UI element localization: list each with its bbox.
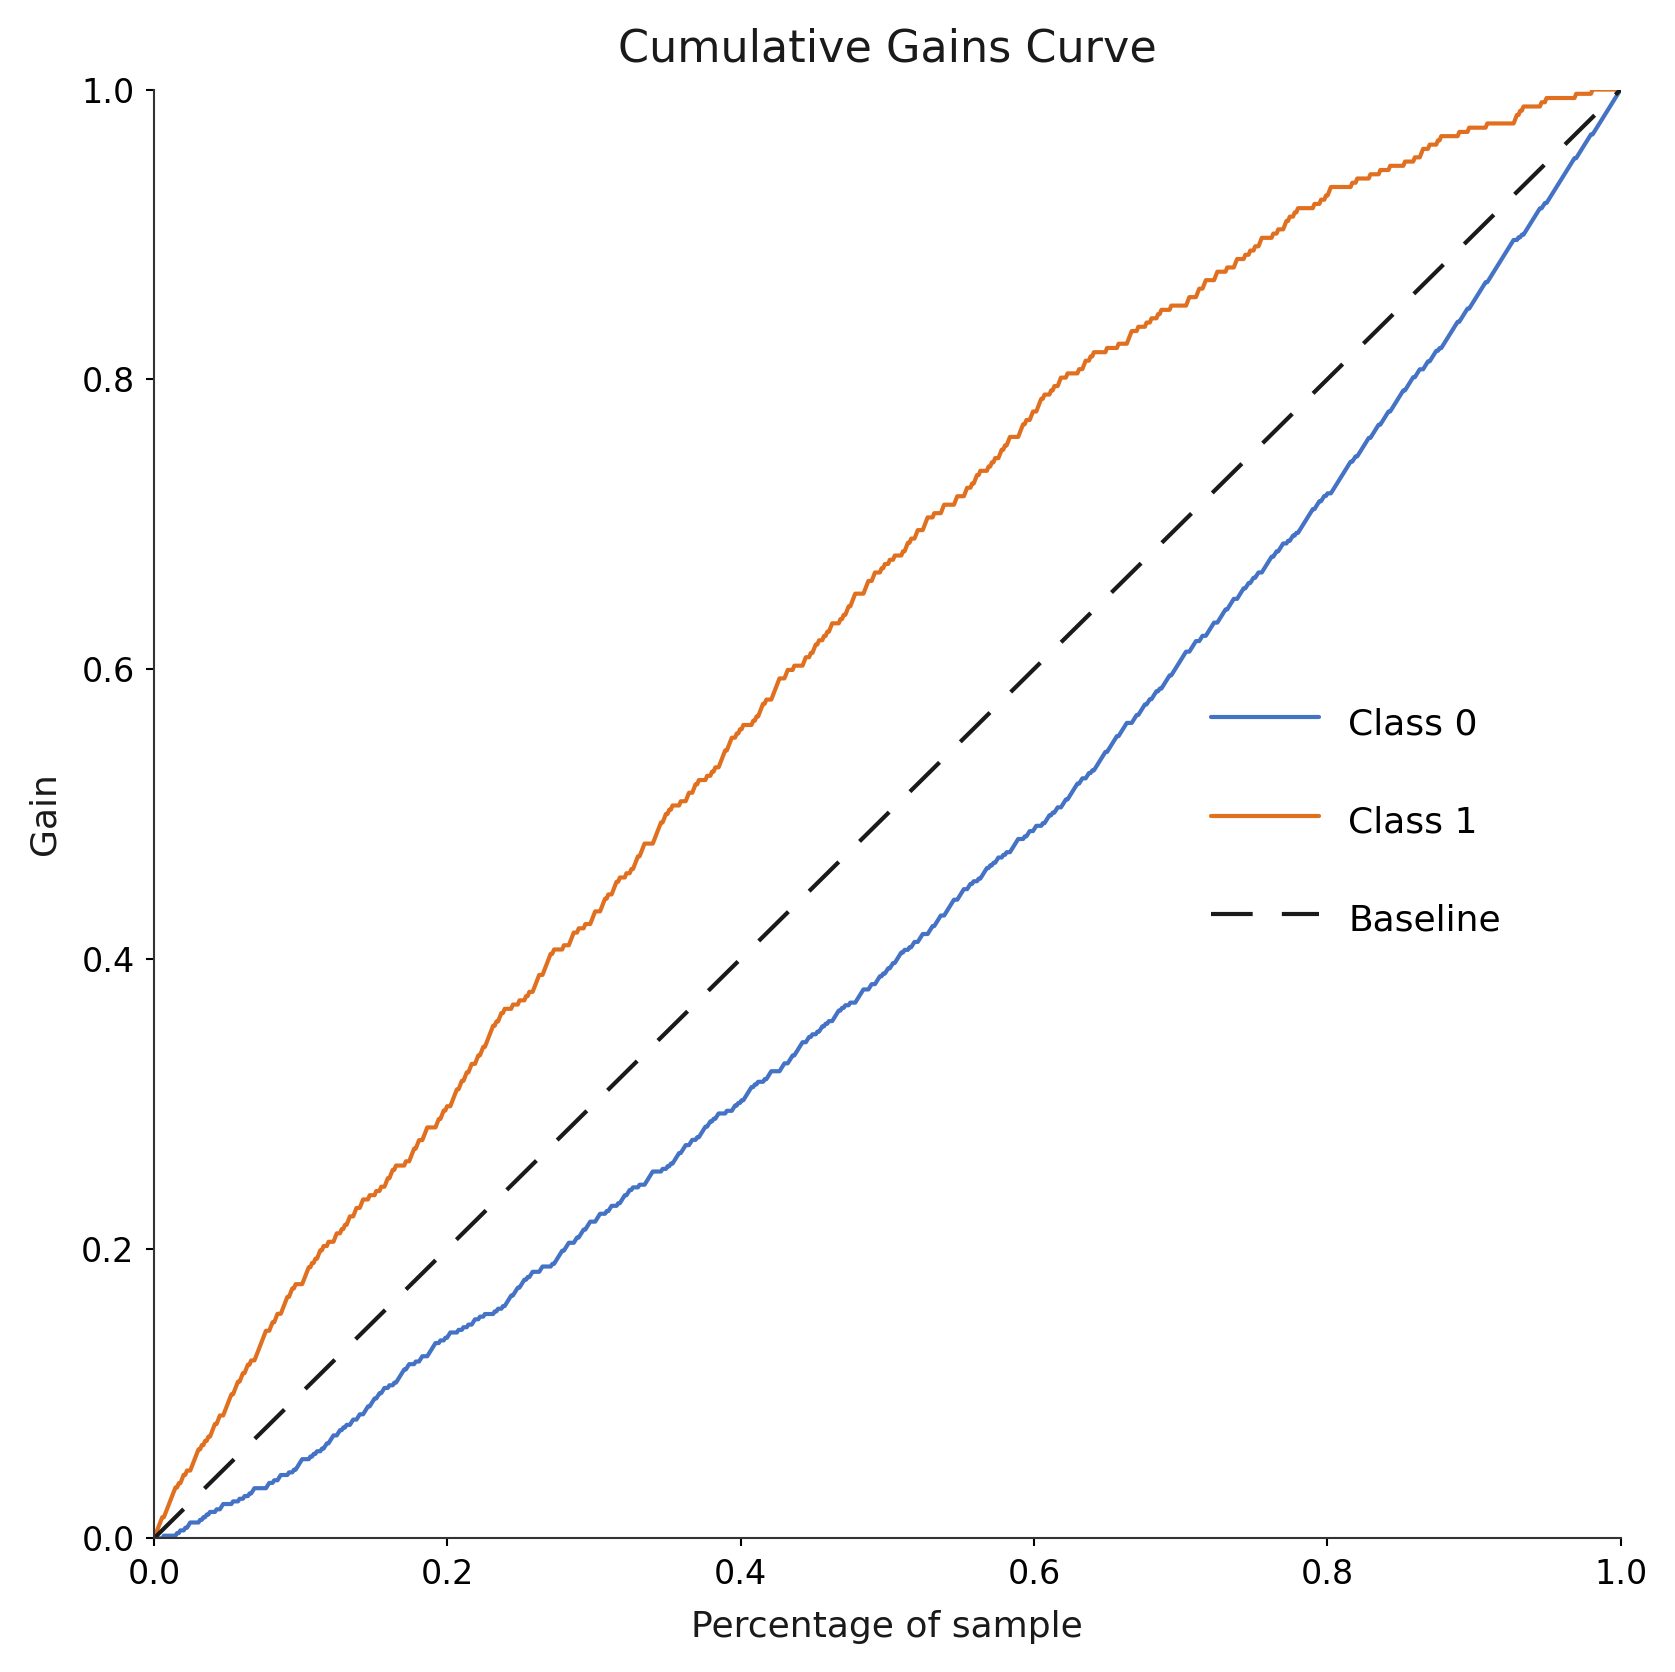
Class 0 bbox=[526, 1262, 546, 1282]
Line: Class 1: Class 1 bbox=[154, 90, 1621, 1538]
Y-axis label: Gain: Gain bbox=[28, 772, 62, 856]
Class 0 bbox=[144, 1528, 164, 1548]
Class 0 bbox=[1265, 543, 1285, 563]
Class 1 bbox=[144, 1528, 164, 1548]
Line: Class 0: Class 0 bbox=[154, 90, 1621, 1538]
Class 1 bbox=[1415, 139, 1435, 159]
Class 0 bbox=[662, 1154, 682, 1174]
Class 1 bbox=[1583, 80, 1603, 100]
Class 0 bbox=[1340, 451, 1360, 472]
Class 0 bbox=[1548, 174, 1568, 194]
Class 1 bbox=[1548, 89, 1568, 109]
Class 1 bbox=[1611, 80, 1631, 100]
Class 0 bbox=[1415, 356, 1435, 376]
Legend: Class 0, Class 1, Baseline: Class 0, Class 1, Baseline bbox=[1139, 629, 1573, 1013]
Class 0 bbox=[1611, 80, 1631, 100]
Title: Cumulative Gains Curve: Cumulative Gains Curve bbox=[618, 28, 1157, 70]
X-axis label: Percentage of sample: Percentage of sample bbox=[692, 1610, 1084, 1644]
Class 1 bbox=[1265, 224, 1285, 244]
Class 1 bbox=[662, 799, 682, 819]
Class 1 bbox=[1340, 177, 1360, 197]
Class 1 bbox=[526, 973, 546, 993]
